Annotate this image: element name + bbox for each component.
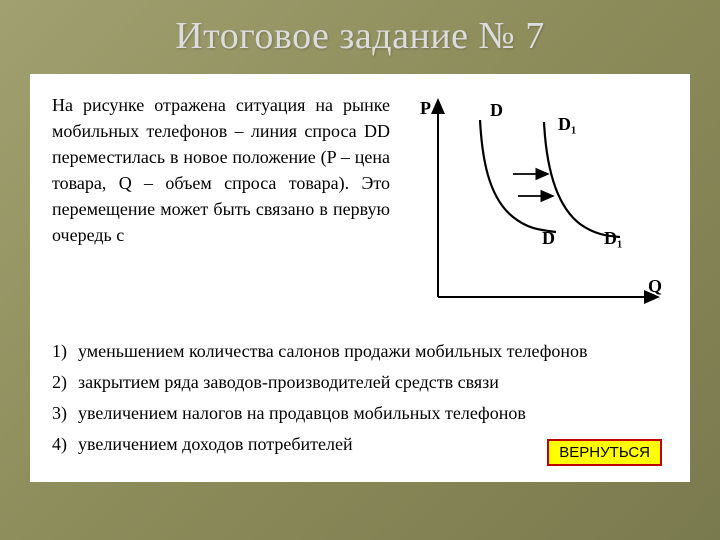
option-row: 2)закрытием ряда заводов-производителей … — [52, 369, 668, 396]
svg-text:D: D — [490, 100, 503, 120]
option-row: 1)уменьшением количества салонов продажи… — [52, 338, 668, 365]
svg-text:Q: Q — [648, 276, 662, 296]
option-number: 3) — [52, 400, 78, 427]
option-number: 2) — [52, 369, 78, 396]
slide-title: Итоговое задание № 7 — [0, 0, 720, 58]
question-text: На рисунке отражена ситуация на рынке мо… — [52, 92, 390, 322]
option-number: 1) — [52, 338, 78, 365]
svg-text:D₁: D₁ — [558, 114, 576, 134]
top-section: На рисунке отражена ситуация на рынке мо… — [52, 92, 668, 322]
demand-chart: P Q D D D₁ D₁ — [408, 92, 668, 322]
option-row: 3)увеличением налогов на продавцов мобил… — [52, 400, 668, 427]
return-button[interactable]: ВЕРНУТЬСЯ — [547, 439, 662, 466]
content-card: На рисунке отражена ситуация на рынке мо… — [30, 74, 690, 482]
option-text: закрытием ряда заводов-производителей ср… — [78, 369, 668, 396]
option-text: уменьшением количества салонов продажи м… — [78, 338, 668, 365]
option-number: 4) — [52, 431, 78, 458]
svg-text:D₁: D₁ — [604, 228, 622, 248]
option-text: увеличением налогов на продавцов мобильн… — [78, 400, 668, 427]
svg-text:P: P — [420, 98, 431, 118]
svg-text:D: D — [542, 228, 555, 248]
